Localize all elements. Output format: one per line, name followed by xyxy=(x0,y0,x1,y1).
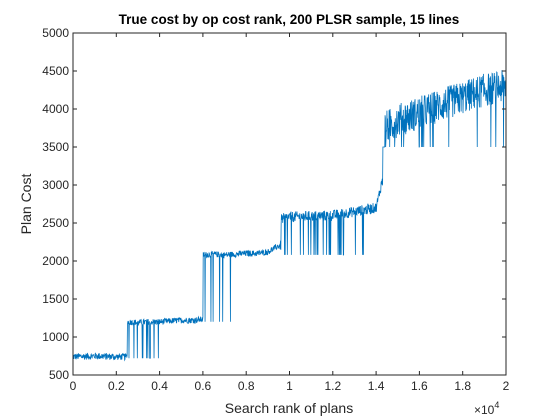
x-tick-label: 1 xyxy=(286,379,293,393)
x-exponent-base: ×10 xyxy=(474,403,495,417)
y-tick-label: 3000 xyxy=(42,178,69,192)
x-tick-label: 0.2 xyxy=(108,379,125,393)
y-tick-label: 1500 xyxy=(42,292,69,306)
y-tick-label: 1000 xyxy=(42,330,69,344)
x-tick-label: 0.4 xyxy=(151,379,168,393)
y-tick-label: 2500 xyxy=(42,216,69,230)
axes: 0 0.2 0.4 0.6 0.8 1 1.2 1.4 1.6 1.8 25001000150020… xyxy=(42,26,509,393)
y-tick-label: 4000 xyxy=(42,102,69,116)
x-tick-label: 1.8 xyxy=(454,379,471,393)
x-axis-label: Search rank of plans xyxy=(225,400,353,416)
chart-title: True cost by op cost rank, 200 PLSR samp… xyxy=(119,12,460,27)
series-line xyxy=(73,70,506,362)
y-tick-label: 5000 xyxy=(42,26,69,40)
x-tick-label: 2 xyxy=(503,379,510,393)
x-tick-label: 1.6 xyxy=(411,379,428,393)
y-tick-label: 4500 xyxy=(42,64,69,78)
x-tick-label: 0.6 xyxy=(195,379,212,393)
x-tick-label: 0 xyxy=(70,379,77,393)
x-axis-exponent: ×104 xyxy=(474,400,499,417)
plot-area xyxy=(73,70,506,362)
x-exponent-power: 4 xyxy=(494,400,499,410)
y-axis-label: Plan Cost xyxy=(18,174,34,235)
x-tick-label: 1.2 xyxy=(324,379,341,393)
y-tick-label: 500 xyxy=(49,368,69,382)
y-tick-label: 2000 xyxy=(42,254,69,268)
x-tick-label: 0.8 xyxy=(238,379,255,393)
y-tick-label: 3500 xyxy=(42,140,69,154)
x-tick-label: 1.4 xyxy=(368,379,385,393)
